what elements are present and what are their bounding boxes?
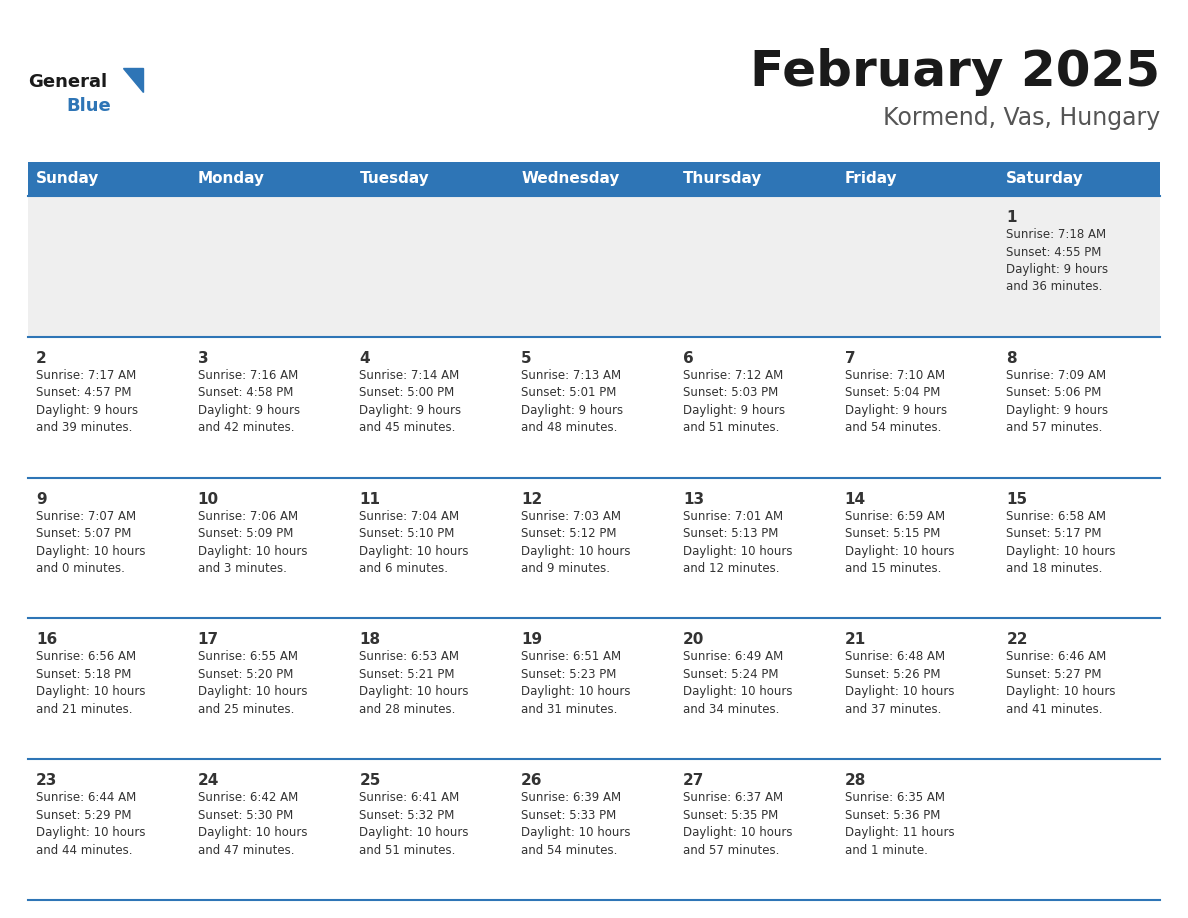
Text: Sunrise: 7:07 AM
Sunset: 5:07 PM
Daylight: 10 hours
and 0 minutes.: Sunrise: 7:07 AM Sunset: 5:07 PM Dayligh… [36, 509, 145, 575]
Text: 6: 6 [683, 351, 694, 365]
Text: Sunrise: 7:14 AM
Sunset: 5:00 PM
Daylight: 9 hours
and 45 minutes.: Sunrise: 7:14 AM Sunset: 5:00 PM Dayligh… [360, 369, 462, 434]
Text: 8: 8 [1006, 351, 1017, 365]
Text: 10: 10 [197, 492, 219, 507]
Text: Saturday: Saturday [1006, 172, 1083, 186]
Text: 12: 12 [522, 492, 543, 507]
Bar [29, 162, 1159, 196]
Text: Sunrise: 7:17 AM
Sunset: 4:57 PM
Daylight: 9 hours
and 39 minutes.: Sunrise: 7:17 AM Sunset: 4:57 PM Dayligh… [36, 369, 138, 434]
Text: Sunrise: 7:10 AM
Sunset: 5:04 PM
Daylight: 9 hours
and 54 minutes.: Sunrise: 7:10 AM Sunset: 5:04 PM Dayligh… [845, 369, 947, 434]
Text: 16: 16 [36, 633, 57, 647]
Text: Kormend, Vas, Hungary: Kormend, Vas, Hungary [883, 106, 1159, 130]
Text: Blue: Blue [67, 97, 110, 115]
Text: 23: 23 [36, 773, 57, 789]
Text: 24: 24 [197, 773, 219, 789]
Text: 27: 27 [683, 773, 704, 789]
Bar [29, 196, 1159, 337]
Text: Sunrise: 7:06 AM
Sunset: 5:09 PM
Daylight: 10 hours
and 3 minutes.: Sunrise: 7:06 AM Sunset: 5:09 PM Dayligh… [197, 509, 308, 575]
Text: Sunrise: 6:37 AM
Sunset: 5:35 PM
Daylight: 10 hours
and 57 minutes.: Sunrise: 6:37 AM Sunset: 5:35 PM Dayligh… [683, 791, 792, 856]
Text: Sunrise: 6:51 AM
Sunset: 5:23 PM
Daylight: 10 hours
and 31 minutes.: Sunrise: 6:51 AM Sunset: 5:23 PM Dayligh… [522, 650, 631, 716]
Text: Sunrise: 6:46 AM
Sunset: 5:27 PM
Daylight: 10 hours
and 41 minutes.: Sunrise: 6:46 AM Sunset: 5:27 PM Dayligh… [1006, 650, 1116, 716]
Text: Sunrise: 7:18 AM
Sunset: 4:55 PM
Daylight: 9 hours
and 36 minutes.: Sunrise: 7:18 AM Sunset: 4:55 PM Dayligh… [1006, 228, 1108, 294]
Bar [29, 337, 1159, 477]
Text: 14: 14 [845, 492, 866, 507]
Text: Sunrise: 6:39 AM
Sunset: 5:33 PM
Daylight: 10 hours
and 54 minutes.: Sunrise: 6:39 AM Sunset: 5:33 PM Dayligh… [522, 791, 631, 856]
Text: 4: 4 [360, 351, 369, 365]
Polygon shape [124, 68, 143, 92]
Text: 17: 17 [197, 633, 219, 647]
Text: 26: 26 [522, 773, 543, 789]
Text: 28: 28 [845, 773, 866, 789]
Text: 21: 21 [845, 633, 866, 647]
Text: 19: 19 [522, 633, 542, 647]
Text: 3: 3 [197, 351, 208, 365]
Text: Sunrise: 6:53 AM
Sunset: 5:21 PM
Daylight: 10 hours
and 28 minutes.: Sunrise: 6:53 AM Sunset: 5:21 PM Dayligh… [360, 650, 469, 716]
Text: 7: 7 [845, 351, 855, 365]
Text: February 2025: February 2025 [750, 48, 1159, 96]
Text: Wednesday: Wednesday [522, 172, 619, 186]
Text: 11: 11 [360, 492, 380, 507]
Text: Sunrise: 7:16 AM
Sunset: 4:58 PM
Daylight: 9 hours
and 42 minutes.: Sunrise: 7:16 AM Sunset: 4:58 PM Dayligh… [197, 369, 299, 434]
Text: 18: 18 [360, 633, 380, 647]
Text: Sunrise: 6:41 AM
Sunset: 5:32 PM
Daylight: 10 hours
and 51 minutes.: Sunrise: 6:41 AM Sunset: 5:32 PM Dayligh… [360, 791, 469, 856]
Text: Sunrise: 6:44 AM
Sunset: 5:29 PM
Daylight: 10 hours
and 44 minutes.: Sunrise: 6:44 AM Sunset: 5:29 PM Dayligh… [36, 791, 145, 856]
Text: Sunrise: 6:42 AM
Sunset: 5:30 PM
Daylight: 10 hours
and 47 minutes.: Sunrise: 6:42 AM Sunset: 5:30 PM Dayligh… [197, 791, 308, 856]
Text: 2: 2 [36, 351, 46, 365]
Bar [29, 759, 1159, 900]
Text: Sunrise: 7:09 AM
Sunset: 5:06 PM
Daylight: 9 hours
and 57 minutes.: Sunrise: 7:09 AM Sunset: 5:06 PM Dayligh… [1006, 369, 1108, 434]
Text: Sunrise: 7:12 AM
Sunset: 5:03 PM
Daylight: 9 hours
and 51 minutes.: Sunrise: 7:12 AM Sunset: 5:03 PM Dayligh… [683, 369, 785, 434]
Text: 13: 13 [683, 492, 704, 507]
Text: Monday: Monday [197, 172, 265, 186]
Text: Friday: Friday [845, 172, 897, 186]
Text: Sunrise: 7:04 AM
Sunset: 5:10 PM
Daylight: 10 hours
and 6 minutes.: Sunrise: 7:04 AM Sunset: 5:10 PM Dayligh… [360, 509, 469, 575]
Text: Sunrise: 6:35 AM
Sunset: 5:36 PM
Daylight: 11 hours
and 1 minute.: Sunrise: 6:35 AM Sunset: 5:36 PM Dayligh… [845, 791, 954, 856]
Text: 25: 25 [360, 773, 381, 789]
Text: Sunrise: 7:03 AM
Sunset: 5:12 PM
Daylight: 10 hours
and 9 minutes.: Sunrise: 7:03 AM Sunset: 5:12 PM Dayligh… [522, 509, 631, 575]
Text: 15: 15 [1006, 492, 1028, 507]
Bar [29, 619, 1159, 759]
Text: Sunrise: 6:55 AM
Sunset: 5:20 PM
Daylight: 10 hours
and 25 minutes.: Sunrise: 6:55 AM Sunset: 5:20 PM Dayligh… [197, 650, 308, 716]
Text: Sunrise: 6:56 AM
Sunset: 5:18 PM
Daylight: 10 hours
and 21 minutes.: Sunrise: 6:56 AM Sunset: 5:18 PM Dayligh… [36, 650, 145, 716]
Text: Sunrise: 6:48 AM
Sunset: 5:26 PM
Daylight: 10 hours
and 37 minutes.: Sunrise: 6:48 AM Sunset: 5:26 PM Dayligh… [845, 650, 954, 716]
Text: Sunrise: 6:49 AM
Sunset: 5:24 PM
Daylight: 10 hours
and 34 minutes.: Sunrise: 6:49 AM Sunset: 5:24 PM Dayligh… [683, 650, 792, 716]
Text: Sunday: Sunday [36, 172, 100, 186]
Text: Sunrise: 7:13 AM
Sunset: 5:01 PM
Daylight: 9 hours
and 48 minutes.: Sunrise: 7:13 AM Sunset: 5:01 PM Dayligh… [522, 369, 624, 434]
Text: Sunrise: 6:58 AM
Sunset: 5:17 PM
Daylight: 10 hours
and 18 minutes.: Sunrise: 6:58 AM Sunset: 5:17 PM Dayligh… [1006, 509, 1116, 575]
Text: Tuesday: Tuesday [360, 172, 429, 186]
Text: 1: 1 [1006, 210, 1017, 225]
Text: Sunrise: 7:01 AM
Sunset: 5:13 PM
Daylight: 10 hours
and 12 minutes.: Sunrise: 7:01 AM Sunset: 5:13 PM Dayligh… [683, 509, 792, 575]
Text: General: General [29, 73, 107, 91]
Text: Thursday: Thursday [683, 172, 763, 186]
Text: 20: 20 [683, 633, 704, 647]
Text: Sunrise: 6:59 AM
Sunset: 5:15 PM
Daylight: 10 hours
and 15 minutes.: Sunrise: 6:59 AM Sunset: 5:15 PM Dayligh… [845, 509, 954, 575]
Text: 5: 5 [522, 351, 532, 365]
Text: 22: 22 [1006, 633, 1028, 647]
Text: 9: 9 [36, 492, 46, 507]
Bar [29, 477, 1159, 619]
